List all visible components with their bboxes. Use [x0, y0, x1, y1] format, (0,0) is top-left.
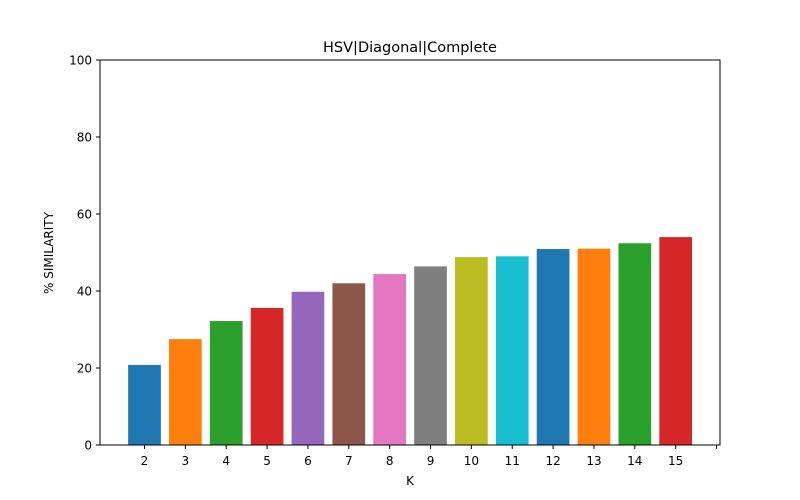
plot-frame [99, 59, 721, 446]
bar-9 [414, 266, 447, 445]
x-tick-label-6: 6 [304, 454, 312, 468]
bar-11 [495, 256, 529, 445]
y-tick-label-60: 60 [77, 208, 92, 222]
x-tick-label-2: 2 [141, 454, 149, 468]
bar-2 [128, 364, 161, 445]
x-axis: 2 3 4 5 6 7 8 9 10 11 12 13 14 15 [141, 445, 718, 468]
bar-12 [536, 249, 570, 445]
bar-6 [291, 291, 325, 445]
y-tick-label-80: 80 [77, 131, 92, 145]
x-axis-label: K [406, 474, 415, 488]
bar-13 [577, 248, 611, 445]
y-tick-label-0: 0 [84, 439, 92, 453]
x-tick-label-12: 12 [545, 454, 560, 468]
x-tick-label-11: 11 [505, 454, 520, 468]
x-tick-label-7: 7 [345, 454, 353, 468]
bar-10 [455, 257, 488, 445]
y-axis-label: % SIMILARITY [42, 211, 56, 294]
bar-7 [332, 283, 366, 445]
x-tick-label-15: 15 [668, 454, 683, 468]
bar-3 [169, 339, 202, 445]
bar-4 [209, 321, 243, 445]
bar-14 [618, 243, 652, 445]
bar-8 [373, 274, 407, 445]
chart-title: HSV|Diagonal|Complete [323, 40, 497, 56]
x-tick-label-4: 4 [222, 454, 230, 468]
bars-group [128, 237, 693, 445]
y-tick-label-20: 20 [77, 362, 92, 376]
y-axis: 0 20 40 60 80 100 [69, 54, 100, 453]
x-tick-label-9: 9 [427, 454, 435, 468]
x-tick-label-3: 3 [182, 454, 190, 468]
x-tick-label-13: 13 [586, 454, 601, 468]
x-tick-label-5: 5 [263, 454, 271, 468]
bar-5 [250, 307, 284, 445]
x-tick-label-10: 10 [464, 454, 479, 468]
y-tick-label-40: 40 [77, 285, 92, 299]
bar-15 [659, 237, 693, 445]
x-tick-label-8: 8 [386, 454, 394, 468]
y-tick-label-100: 100 [69, 54, 92, 68]
x-tick-label-14: 14 [627, 454, 642, 468]
